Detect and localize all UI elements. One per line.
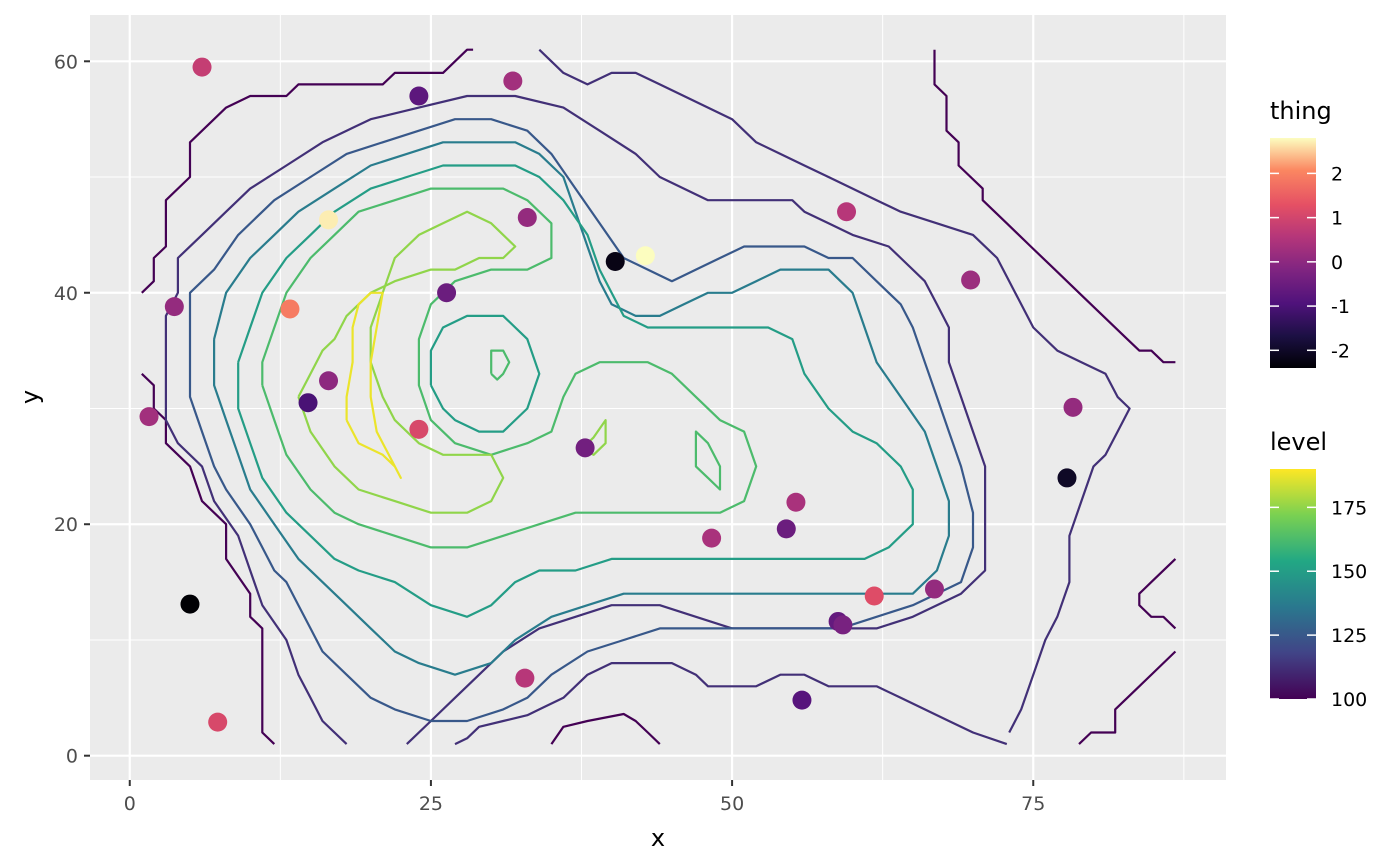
contour-line-8 — [538, 48, 1131, 734]
legend-level-colorbar — [1270, 469, 1316, 699]
contour-line-18 — [345, 291, 402, 479]
legend-thing-tick-label-3: 1 — [1331, 208, 1343, 230]
data-point-28 — [515, 668, 535, 688]
data-point-19 — [786, 492, 806, 512]
legend-level-tick-label-1: 125 — [1331, 625, 1367, 647]
x-axis-title: x — [651, 824, 665, 852]
contour-line-9 — [188, 118, 975, 723]
data-point-21 — [702, 528, 722, 548]
contour-lines — [141, 48, 1177, 746]
x-tick-label-3: 75 — [1021, 793, 1045, 815]
contour-line-16 — [297, 210, 517, 514]
data-point-6 — [280, 299, 300, 319]
data-point-26 — [833, 615, 853, 635]
contour-line-15 — [490, 349, 511, 381]
legend-thing: thing -2 -1 0 1 2 — [1270, 97, 1350, 368]
legend-thing-title: thing — [1270, 97, 1332, 125]
x-axis: 0 25 50 75 — [124, 780, 1045, 815]
data-point-4 — [517, 208, 537, 228]
y-tick-label-2: 40 — [54, 283, 78, 305]
grid-minor — [90, 15, 1226, 780]
data-point-1 — [409, 86, 429, 106]
data-point-8 — [319, 371, 339, 391]
contour-line-1 — [141, 373, 276, 745]
data-point-7 — [437, 283, 457, 303]
contour-line-3 — [1138, 558, 1177, 630]
y-axis-title: y — [16, 390, 44, 404]
legend-thing-tick-label-2: 0 — [1331, 252, 1343, 274]
contour-line-7 — [454, 662, 1008, 746]
data-point-23 — [864, 586, 884, 606]
contour-line-13 — [261, 187, 758, 549]
x-tick-label-2: 50 — [720, 793, 744, 815]
contour-line-5 — [550, 712, 661, 745]
y-axis: 0 20 40 60 — [54, 51, 90, 768]
data-point-24 — [924, 579, 944, 599]
data-point-3 — [319, 210, 339, 230]
legend-thing-ticks: -2 -1 0 1 2 — [1270, 163, 1350, 362]
x-tick-label-1: 25 — [419, 793, 443, 815]
x-tick-label-0: 0 — [124, 793, 136, 815]
contour-line-14 — [694, 430, 722, 491]
contour-line-0 — [141, 48, 474, 294]
contour-line-12 — [429, 314, 541, 433]
data-point-13 — [605, 252, 625, 272]
legend-thing-tick-label-4: 2 — [1331, 163, 1343, 185]
y-tick-label-1: 20 — [54, 514, 78, 536]
y-tick-label-3: 60 — [54, 51, 78, 73]
grid-major — [90, 15, 1226, 780]
panel-background — [90, 15, 1226, 780]
legend-level-tick-label-3: 175 — [1331, 497, 1367, 519]
data-point-18 — [1057, 468, 1077, 488]
legend-level-tick-label-0: 100 — [1331, 689, 1367, 711]
data-point-11 — [409, 419, 429, 439]
data-point-9 — [298, 393, 318, 413]
data-point-2 — [503, 71, 523, 91]
data-point-15 — [837, 202, 857, 222]
data-point-12 — [575, 438, 595, 458]
data-point-14 — [635, 246, 655, 266]
data-point-0 — [192, 57, 212, 77]
data-point-27 — [208, 712, 228, 732]
legend-level-tick-label-2: 150 — [1331, 561, 1367, 583]
y-tick-label-0: 0 — [66, 746, 78, 768]
legend-thing-tick-label-0: -2 — [1331, 340, 1350, 362]
contour-line-10 — [213, 141, 950, 676]
legend-level-title: level — [1270, 428, 1327, 456]
legend-level: level 100 125 150 175 — [1270, 428, 1367, 711]
data-points — [139, 57, 1083, 732]
contour-line-4 — [1078, 650, 1177, 745]
data-point-29 — [792, 690, 812, 710]
data-point-22 — [180, 594, 200, 614]
data-point-17 — [1063, 397, 1083, 417]
contour-line-11 — [237, 164, 914, 618]
legend-level-ticks: 100 125 150 175 — [1270, 497, 1367, 711]
data-point-16 — [961, 270, 981, 290]
data-point-5 — [164, 297, 184, 317]
contour-line-2 — [933, 49, 1176, 364]
data-point-10 — [139, 407, 159, 427]
legend-thing-tick-label-1: -1 — [1331, 296, 1350, 318]
data-point-20 — [776, 519, 796, 539]
legend-thing-colorbar — [1270, 138, 1316, 368]
